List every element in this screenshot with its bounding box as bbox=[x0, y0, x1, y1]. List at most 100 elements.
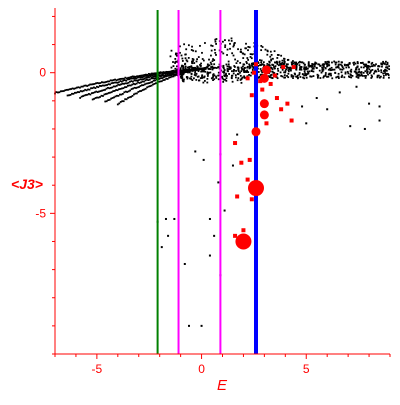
band-point bbox=[325, 62, 328, 65]
band-point bbox=[359, 62, 362, 64]
band-point bbox=[76, 91, 79, 93]
x-tick-label: 5 bbox=[303, 362, 310, 376]
arc-point bbox=[202, 59, 205, 62]
band-point bbox=[112, 85, 115, 88]
band-point bbox=[73, 91, 76, 94]
band-point bbox=[142, 75, 145, 78]
arc-point bbox=[262, 61, 265, 64]
band-point bbox=[134, 79, 137, 82]
scatter-point bbox=[213, 234, 216, 237]
arc-point bbox=[201, 51, 203, 54]
band-point bbox=[243, 76, 246, 79]
arc-point bbox=[252, 63, 255, 66]
arc-point bbox=[186, 60, 189, 63]
band-point bbox=[290, 74, 293, 76]
band-point bbox=[157, 76, 160, 79]
arc-point bbox=[259, 59, 261, 62]
band-point bbox=[378, 76, 381, 79]
arc-point bbox=[229, 42, 231, 45]
band-point bbox=[136, 75, 138, 78]
band-point bbox=[248, 74, 250, 76]
band-point bbox=[120, 80, 123, 83]
band-point bbox=[95, 90, 98, 93]
band-point bbox=[99, 82, 102, 84]
band-point bbox=[175, 69, 177, 72]
band-point bbox=[277, 69, 280, 72]
band-point bbox=[370, 74, 373, 77]
band-point bbox=[138, 86, 140, 88]
band-point bbox=[194, 70, 197, 73]
band-point bbox=[152, 72, 155, 75]
arc-point bbox=[194, 67, 197, 70]
band-point bbox=[328, 73, 331, 76]
red-point bbox=[249, 93, 254, 98]
arc-point bbox=[226, 54, 228, 56]
band-point bbox=[267, 75, 270, 78]
band-point bbox=[66, 94, 69, 97]
red-point bbox=[241, 228, 246, 233]
band-point bbox=[354, 62, 357, 65]
arc-point bbox=[181, 57, 184, 60]
band-point bbox=[371, 69, 374, 71]
arc-point bbox=[283, 57, 285, 60]
band-point bbox=[173, 71, 176, 74]
arc-point bbox=[169, 55, 172, 58]
band-point bbox=[341, 61, 343, 64]
band-point bbox=[257, 62, 260, 64]
band-point bbox=[305, 76, 308, 79]
band-point bbox=[118, 102, 121, 105]
band-point bbox=[197, 68, 200, 71]
band-point bbox=[149, 81, 152, 84]
band-point bbox=[158, 77, 161, 80]
band-point bbox=[355, 75, 358, 78]
band-point bbox=[307, 64, 310, 67]
band-point bbox=[231, 80, 234, 83]
band-point bbox=[245, 60, 248, 63]
band-point bbox=[188, 70, 191, 72]
band-point bbox=[342, 67, 345, 70]
band-point bbox=[292, 77, 294, 79]
band-point bbox=[369, 65, 371, 68]
band-point bbox=[146, 76, 149, 79]
band-point bbox=[306, 67, 309, 70]
band-point bbox=[384, 72, 386, 75]
arc-point bbox=[272, 64, 275, 67]
band-point bbox=[103, 84, 106, 87]
band-point bbox=[344, 71, 347, 74]
band-point bbox=[348, 62, 351, 65]
arc-point bbox=[281, 59, 284, 62]
band-point bbox=[95, 85, 98, 88]
band-point bbox=[247, 71, 250, 74]
band-point bbox=[154, 79, 156, 82]
band-point bbox=[364, 70, 367, 73]
band-point bbox=[359, 71, 362, 74]
band-point bbox=[195, 78, 198, 81]
arc-point bbox=[222, 52, 225, 55]
band-point bbox=[300, 61, 303, 64]
band-point bbox=[281, 75, 284, 78]
arc-point bbox=[184, 57, 187, 60]
band-point bbox=[165, 75, 168, 78]
band-point bbox=[152, 75, 155, 78]
band-point bbox=[172, 72, 175, 74]
band-point bbox=[295, 61, 298, 64]
band-point bbox=[106, 92, 109, 95]
band-point bbox=[367, 73, 369, 76]
band-point bbox=[93, 83, 96, 85]
band-point bbox=[235, 62, 238, 65]
band-point bbox=[370, 63, 373, 65]
band-point bbox=[240, 66, 243, 69]
band-point bbox=[122, 79, 125, 82]
band-point bbox=[132, 87, 134, 90]
band-point bbox=[358, 74, 361, 77]
band-point bbox=[197, 70, 200, 73]
arc-point bbox=[292, 60, 294, 62]
band-point bbox=[149, 85, 151, 88]
band-point bbox=[337, 60, 340, 63]
band-point bbox=[142, 74, 144, 77]
band-point bbox=[333, 60, 336, 63]
band-point bbox=[330, 69, 333, 71]
band-point bbox=[213, 63, 216, 66]
band-point bbox=[292, 62, 295, 65]
band-point bbox=[107, 92, 110, 94]
